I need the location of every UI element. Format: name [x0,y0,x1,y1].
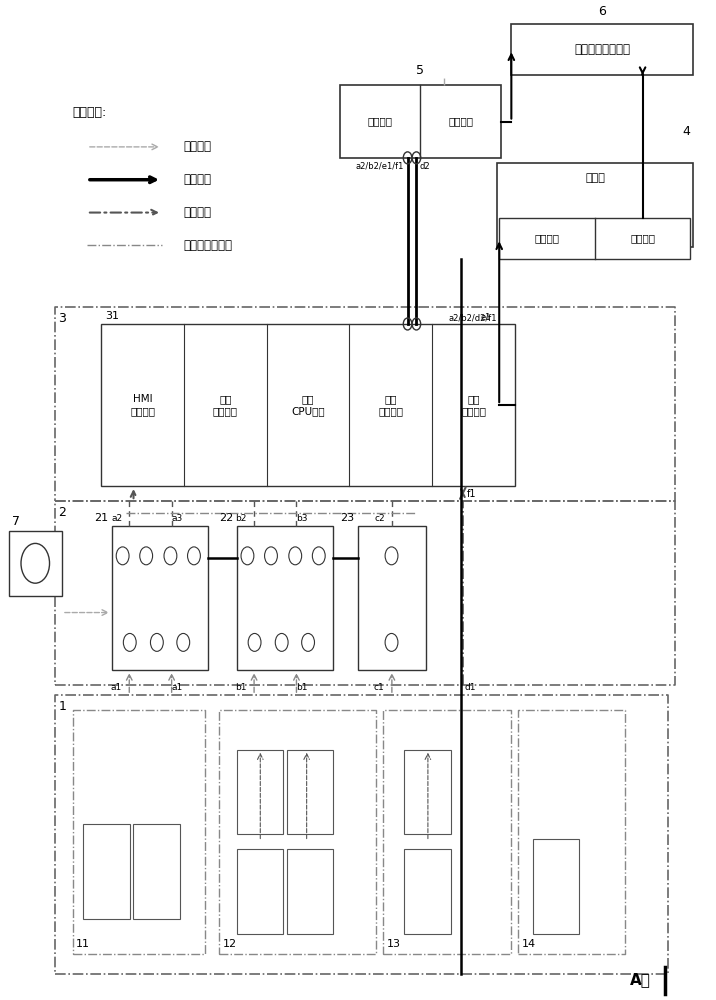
Text: 通信模块: 通信模块 [368,117,393,127]
Text: 12: 12 [223,939,236,949]
Text: d2: d2 [420,162,430,171]
Text: 6: 6 [599,5,606,18]
Text: d1: d1 [465,683,476,692]
Text: 5: 5 [417,64,425,77]
Text: f1: f1 [466,489,476,499]
FancyBboxPatch shape [112,526,208,670]
FancyBboxPatch shape [9,531,62,596]
Text: 2: 2 [59,506,67,519]
Text: A列: A列 [629,972,650,987]
Text: a3: a3 [172,514,183,523]
Text: c1: c1 [374,683,384,692]
Text: 冗余
采集模块: 冗余 采集模块 [378,394,403,416]
Text: c2: c2 [374,514,384,523]
Text: a2/b2/d2/f1: a2/b2/d2/f1 [449,313,497,322]
Text: 通信模块: 通信模块 [535,233,559,243]
Text: a1: a1 [111,683,122,692]
FancyBboxPatch shape [286,849,333,934]
FancyBboxPatch shape [237,526,333,670]
Text: 22: 22 [219,513,233,523]
Text: 冗余
电源模块: 冗余 电源模块 [213,394,238,416]
Text: a2: a2 [111,514,122,523]
FancyBboxPatch shape [83,824,130,919]
Text: b3: b3 [296,514,308,523]
FancyBboxPatch shape [405,750,450,834]
Text: 3: 3 [59,312,67,325]
FancyBboxPatch shape [405,849,450,934]
FancyBboxPatch shape [286,750,333,834]
Text: 网络信号: 网络信号 [183,173,211,186]
Text: 同类设备分割线: 同类设备分割线 [183,239,232,252]
Text: 冗余
通信模块: 冗余 通信模块 [461,394,486,416]
Text: 13: 13 [387,939,400,949]
Text: 14: 14 [522,939,536,949]
FancyBboxPatch shape [499,218,690,259]
Text: 21: 21 [95,513,108,523]
FancyBboxPatch shape [533,839,579,934]
Text: 主控制室监控平台: 主控制室监控平台 [574,43,630,56]
FancyBboxPatch shape [358,526,426,670]
Text: 23: 23 [340,513,354,523]
Text: b2: b2 [236,514,247,523]
Text: 采集模块: 采集模块 [448,117,473,127]
Text: 7: 7 [12,515,20,528]
Text: 11: 11 [77,939,90,949]
FancyBboxPatch shape [340,85,500,158]
FancyBboxPatch shape [133,824,180,919]
Text: 线型说明:: 线型说明: [73,106,107,119]
Text: 通信模块: 通信模块 [630,233,655,243]
Text: HMI
人机接口: HMI 人机接口 [130,394,155,416]
Text: 1: 1 [59,700,67,713]
FancyBboxPatch shape [101,324,515,486]
Text: 模拟信号: 模拟信号 [183,140,211,153]
Text: 冗余
CPU模块: 冗余 CPU模块 [291,394,325,416]
Text: e1: e1 [480,313,491,322]
Text: a2/b2/e1/f1: a2/b2/e1/f1 [356,162,404,171]
FancyBboxPatch shape [237,849,283,934]
Text: 4: 4 [682,125,690,138]
Text: a1: a1 [172,683,183,692]
Text: 31: 31 [105,311,119,321]
Text: 上位机: 上位机 [585,173,605,183]
Text: b1: b1 [236,683,247,692]
Text: 总线信号: 总线信号 [183,206,211,219]
Text: b1: b1 [296,683,308,692]
FancyBboxPatch shape [511,24,693,75]
FancyBboxPatch shape [237,750,283,834]
